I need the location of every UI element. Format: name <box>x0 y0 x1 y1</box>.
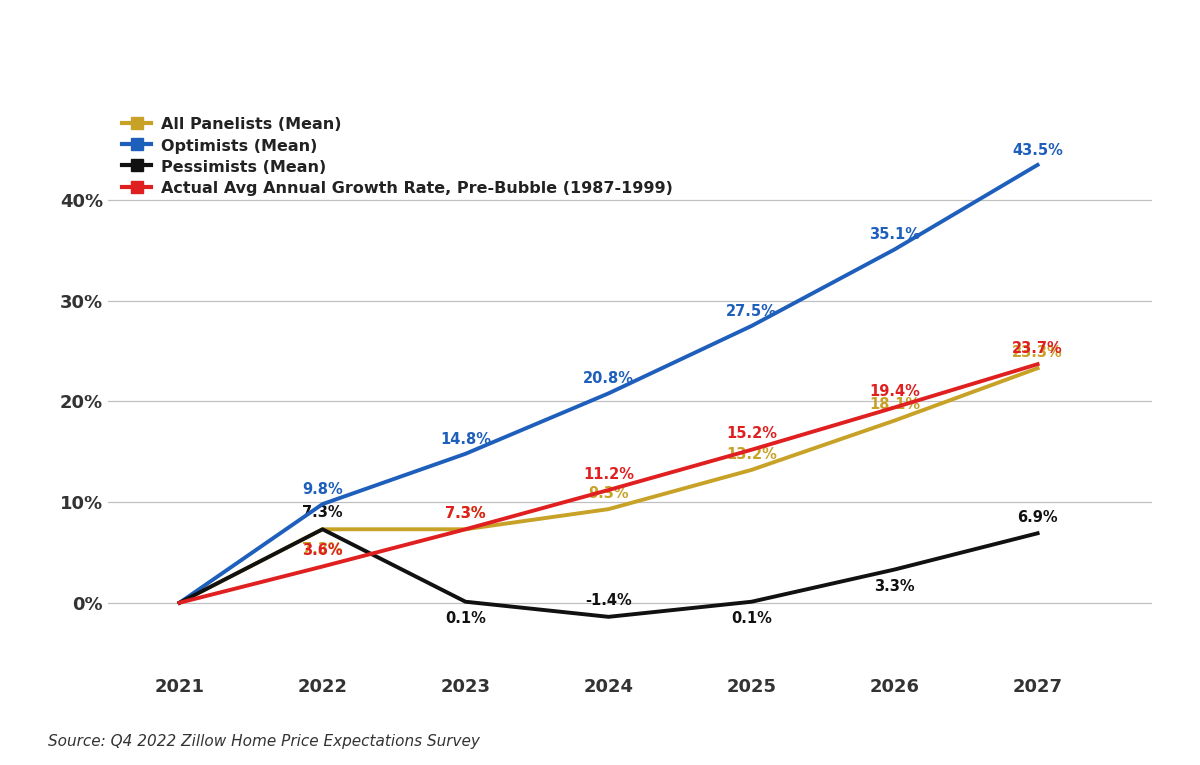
Text: 0.1%: 0.1% <box>731 611 772 627</box>
Text: 3.3%: 3.3% <box>875 579 914 594</box>
Text: 20.8%: 20.8% <box>583 372 634 386</box>
Text: 7.3%: 7.3% <box>445 506 486 521</box>
Text: 0.1%: 0.1% <box>445 611 486 627</box>
Text: 9.8%: 9.8% <box>302 482 343 497</box>
Text: 19.4%: 19.4% <box>869 384 920 399</box>
Text: 7.3%: 7.3% <box>302 542 343 557</box>
Text: 13.2%: 13.2% <box>726 447 776 461</box>
Text: 18.1%: 18.1% <box>869 397 920 412</box>
Text: 14.8%: 14.8% <box>440 431 491 447</box>
Text: 27.5%: 27.5% <box>726 304 776 319</box>
Legend: All Panelists (Mean), Optimists (Mean), Pessimists (Mean), Actual Avg Annual Gro: All Panelists (Mean), Optimists (Mean), … <box>116 110 679 202</box>
Text: 35.1%: 35.1% <box>869 227 920 243</box>
Text: 7.3%: 7.3% <box>445 506 486 521</box>
Text: U.S. Home Price Scenarios: U.S. Home Price Scenarios <box>22 21 643 63</box>
Text: 3.6%: 3.6% <box>302 543 343 558</box>
Text: 9.3%: 9.3% <box>588 486 629 501</box>
Text: 15.2%: 15.2% <box>726 426 778 441</box>
Text: (Projected U.S. Home Price Growth): (Projected U.S. Home Price Growth) <box>607 28 1200 56</box>
Text: 43.5%: 43.5% <box>1012 143 1063 158</box>
Text: 7.3%: 7.3% <box>302 505 343 519</box>
Text: 23.7%: 23.7% <box>1013 341 1063 356</box>
Text: -1.4%: -1.4% <box>586 594 632 608</box>
Text: Source: Q4 2022 Zillow Home Price Expectations Survey: Source: Q4 2022 Zillow Home Price Expect… <box>48 734 480 749</box>
Text: 23.3%: 23.3% <box>1013 345 1063 360</box>
Text: 11.2%: 11.2% <box>583 467 634 482</box>
Text: 6.9%: 6.9% <box>1018 510 1058 525</box>
